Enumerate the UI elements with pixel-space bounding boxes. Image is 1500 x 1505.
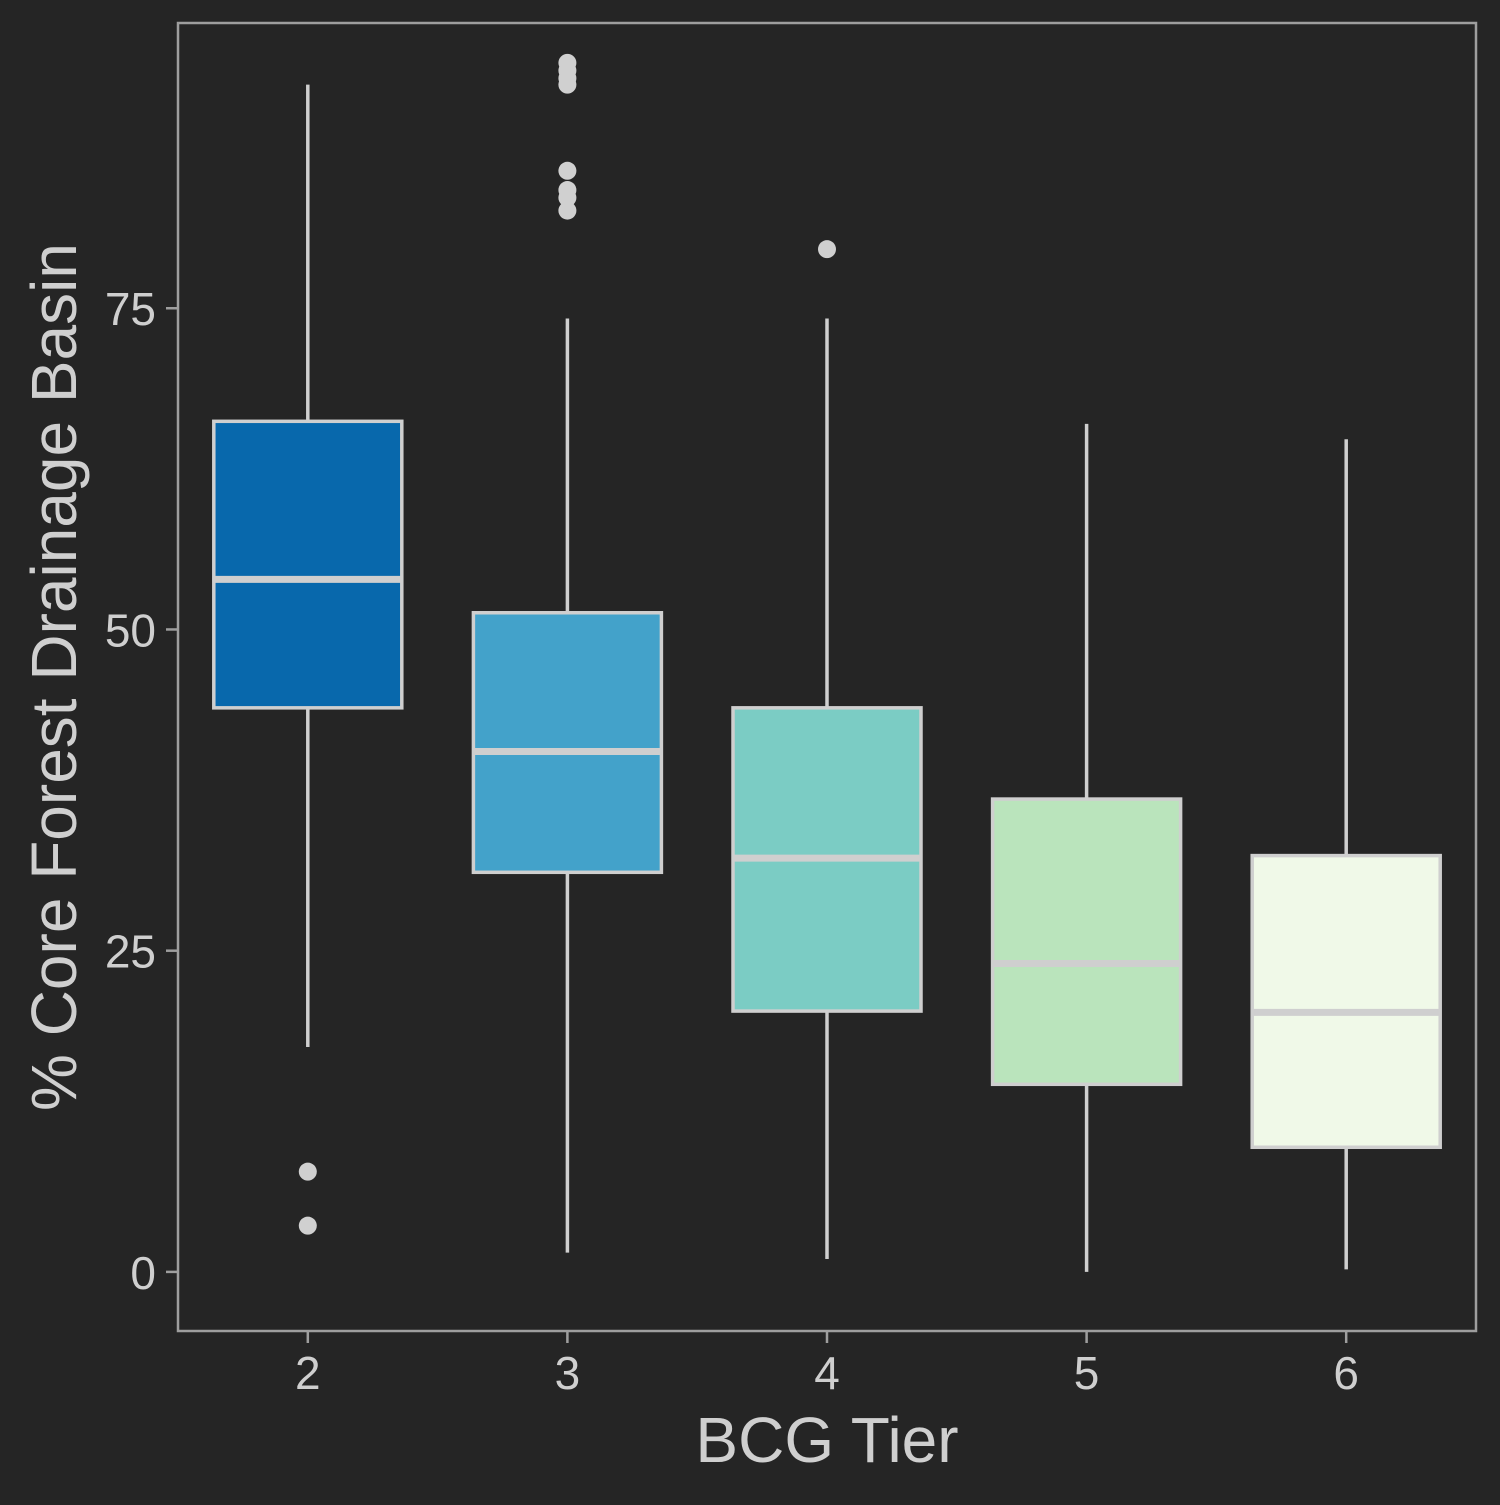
outlier-point	[298, 1216, 317, 1235]
box-group-tier-5	[990, 423, 1183, 1272]
box-iqr	[1250, 853, 1442, 1150]
outlier-point	[558, 188, 577, 207]
y-tick-label: 0	[130, 1247, 156, 1299]
y-axis-title: % Core Forest Drainage Basin	[18, 243, 90, 1111]
box-group-tier-2	[212, 84, 404, 1235]
plot-marks	[212, 53, 1442, 1272]
box-iqr	[212, 419, 404, 710]
outlier-point	[298, 1162, 317, 1181]
x-axis-title: BCG Tier	[695, 1404, 958, 1476]
box-iqr	[990, 797, 1183, 1087]
outlier-point	[818, 240, 836, 259]
x-tick-label: 5	[1074, 1347, 1100, 1399]
outlier-point	[558, 201, 577, 220]
outlier-point	[558, 161, 577, 180]
x-tick-label: 6	[1333, 1347, 1359, 1399]
box-group-tier-3	[471, 53, 664, 1253]
x-tick-label: 2	[295, 1347, 321, 1399]
y-tick-label: 25	[105, 926, 156, 978]
outlier-point	[558, 75, 577, 94]
box-group-tier-4	[731, 240, 923, 1260]
x-tick-label: 3	[555, 1347, 581, 1399]
y-tick-label: 75	[105, 283, 156, 335]
x-tick-label: 4	[814, 1347, 840, 1399]
box-iqr	[471, 611, 664, 875]
y-tick-label: 50	[105, 604, 156, 656]
box-group-tier-6	[1250, 439, 1442, 1270]
axes: 0 25 50 75 2 3 4 5 6	[105, 283, 1359, 1399]
